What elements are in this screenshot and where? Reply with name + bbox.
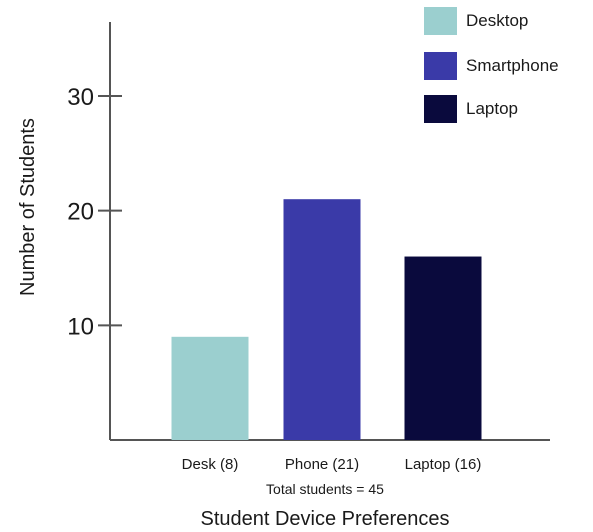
legend: Desktop Smartphone Laptop bbox=[424, 7, 559, 123]
bar-desktop bbox=[171, 336, 249, 440]
bar-smartphone bbox=[283, 199, 361, 440]
category-label: Laptop (16) bbox=[405, 456, 482, 473]
category-labels: Desk (8) Phone (21) Laptop (16) bbox=[182, 456, 482, 473]
bar-laptop bbox=[404, 256, 482, 440]
category-label: Phone (21) bbox=[285, 456, 359, 473]
legend-swatch-smartphone bbox=[424, 52, 457, 80]
legend-label: Laptop bbox=[466, 99, 518, 118]
category-label: Desk (8) bbox=[182, 456, 239, 473]
legend-swatch-desktop bbox=[424, 7, 457, 35]
legend-swatch-laptop bbox=[424, 95, 457, 123]
bars bbox=[171, 199, 482, 440]
legend-label: Smartphone bbox=[466, 56, 559, 75]
y-tick-label: 20 bbox=[67, 199, 94, 226]
legend-label: Desktop bbox=[466, 11, 528, 30]
x-axis-title: Student Device Preferences bbox=[200, 508, 449, 530]
y-axis-title: Number of Students bbox=[17, 118, 39, 296]
y-ticks: 10 20 30 bbox=[67, 84, 122, 340]
y-tick-label: 30 bbox=[67, 84, 94, 111]
y-tick-label: 10 bbox=[67, 313, 94, 340]
total-note: Total students = 45 bbox=[266, 481, 384, 497]
